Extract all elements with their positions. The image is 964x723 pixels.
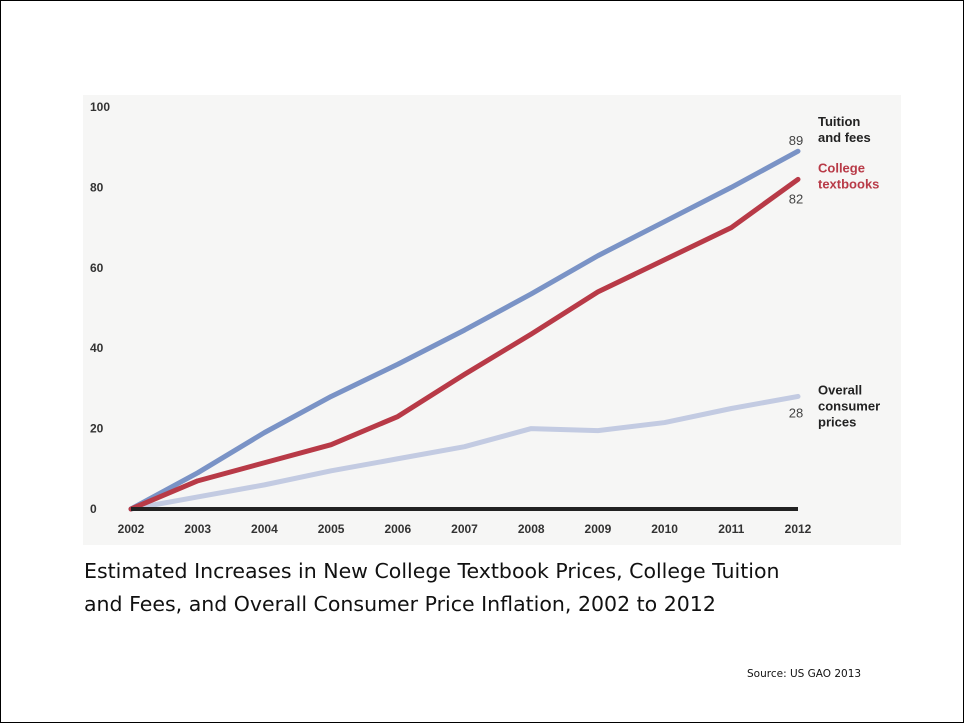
x-tick-label: 2003 [184,522,211,536]
series-name-label: and fees [818,130,871,145]
y-tick-label: 60 [90,261,104,275]
y-tick-label: 80 [90,180,104,194]
series-line [128,176,801,512]
series-line [128,393,801,512]
x-tick-label: 2005 [318,522,345,536]
series-name-label: Overall [818,382,862,397]
series-line [128,148,801,512]
y-tick-label: 100 [90,100,110,114]
end-value-label: 82 [789,191,803,206]
x-tick-label: 2010 [651,522,678,536]
y-tick-label: 40 [90,341,104,355]
caption-line-1: Estimated Increases in New College Textb… [84,559,780,583]
x-tick-label: 2007 [451,522,478,536]
series-name-label: Tuition [818,114,860,129]
x-tick-label: 2011 [718,522,744,536]
end-value-label: 28 [789,405,803,420]
x-tick-label: 2006 [384,522,411,536]
source-note: Source: US GAO 2013 [747,668,862,680]
x-axis-ticks: 2002 2003 2004 2005 2006 2007 2008 2009 2010 2011… [118,522,812,536]
y-tick-label: 0 [90,502,97,516]
x-tick-label: 2002 [118,522,145,536]
chart-caption: Estimated Increases in New College Textb… [84,555,924,621]
end-value-label: 89 [789,133,803,148]
series-lines [128,148,801,512]
caption-line-2: and Fees, and Overall Consumer Price Inf… [84,592,716,616]
chart-panel: 0 20 40 60 80 100 2002 2003 2004 2005 2006 2007 200… [83,95,901,545]
x-tick-label: 2009 [585,522,612,536]
x-tick-label: 2008 [518,522,545,536]
series-name-label: prices [818,414,856,429]
y-tick-label: 20 [90,422,104,436]
series-name-label: College [818,160,865,175]
x-tick-label: 2012 [785,522,812,536]
x-tick-label: 2004 [251,522,278,536]
y-axis-ticks: 0 20 40 60 80 100 [90,100,110,516]
series-name-label: textbooks [818,176,879,191]
series-name-label: consumer [818,398,880,413]
